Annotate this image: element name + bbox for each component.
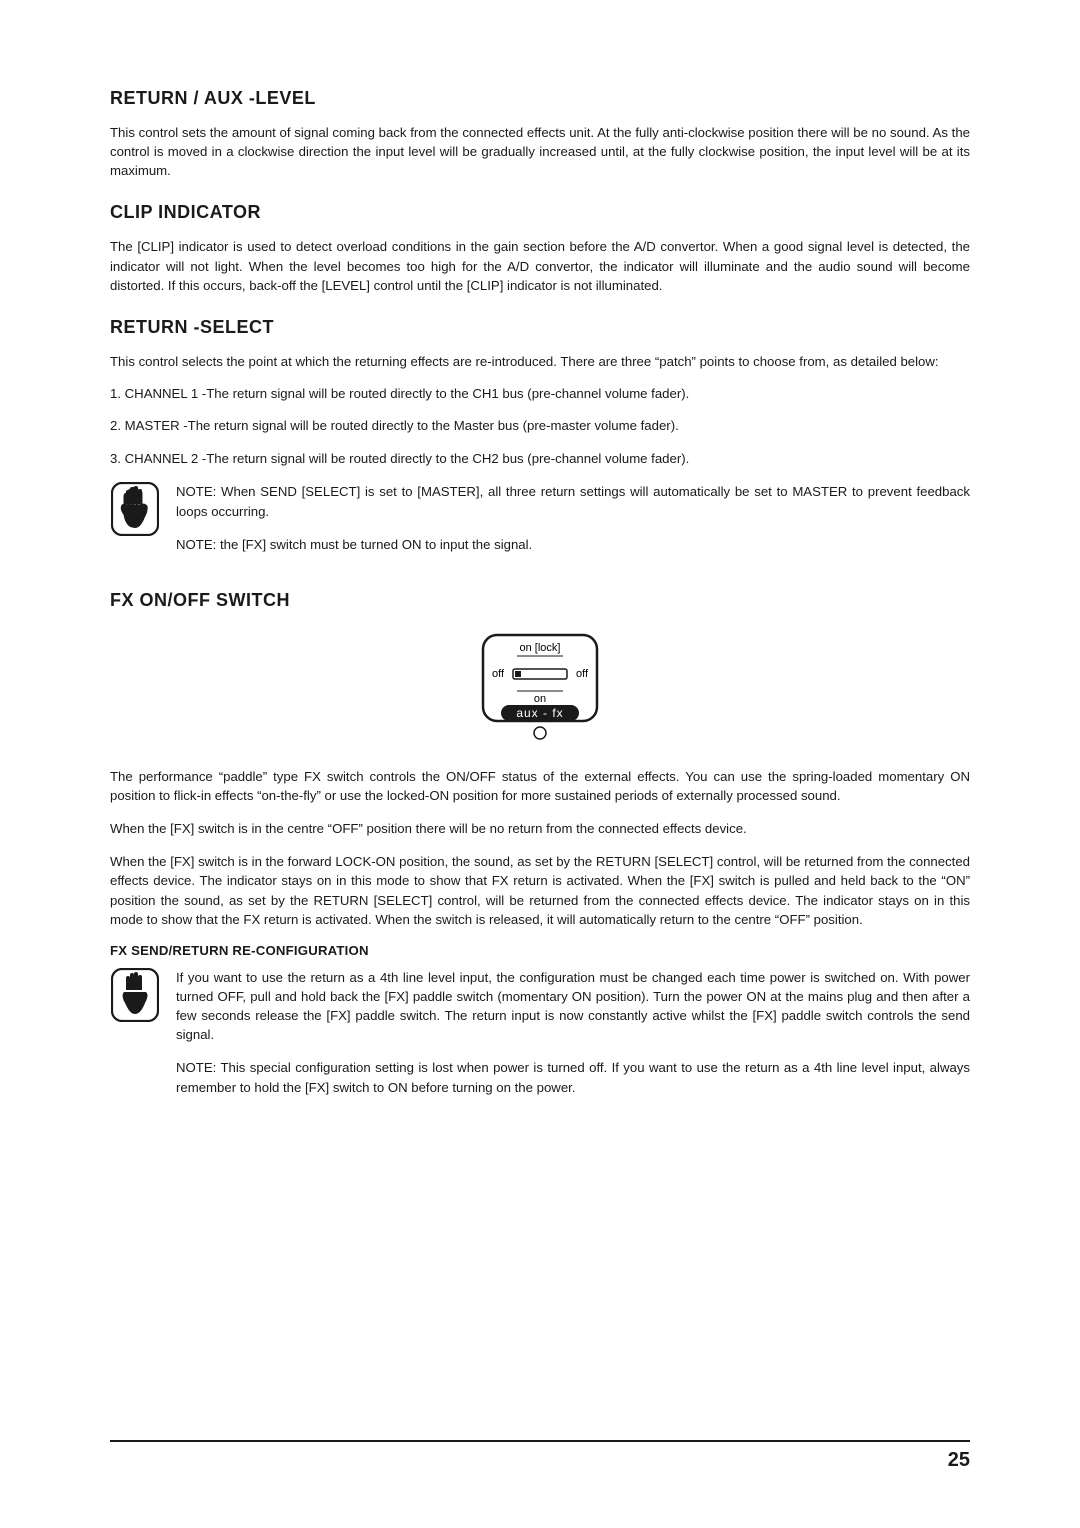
- hand-stop-icon: [111, 482, 159, 536]
- page-number: 25: [948, 1449, 970, 1472]
- note-text: NOTE: When SEND [SELECT] is set to [MAST…: [176, 482, 970, 520]
- note-text: NOTE: This special configuration setting…: [176, 1058, 970, 1096]
- diagram-label-left: off: [492, 668, 505, 680]
- paragraph: The performance “paddle” type FX switch …: [110, 767, 970, 805]
- diagram-label-bottom: on: [534, 693, 546, 705]
- heading-fx-switch: FX ON/OFF SWITCH: [110, 590, 970, 611]
- heading-return-aux-level: RETURN / AUX -LEVEL: [110, 88, 970, 109]
- paragraph: The [CLIP] indicator is used to detect o…: [110, 237, 970, 294]
- note-block: NOTE: When SEND [SELECT] is set to [MAST…: [110, 482, 970, 567]
- paragraph: When the [FX] switch is in the centre “O…: [110, 819, 970, 838]
- note-text: NOTE: the [FX] switch must be turned ON …: [176, 535, 970, 554]
- diagram-label-right: off: [576, 668, 589, 680]
- heading-return-select: RETURN -SELECT: [110, 317, 970, 338]
- list-item: 3. CHANNEL 2 -The return signal will be …: [110, 450, 970, 468]
- paragraph: This control sets the amount of signal c…: [110, 123, 970, 180]
- subheading-fx-reconfig: FX SEND/RETURN RE-CONFIGURATION: [110, 943, 970, 958]
- hand-stop-icon: [111, 968, 159, 1022]
- paragraph: When the [FX] switch is in the forward L…: [110, 852, 970, 929]
- fx-switch-diagram: on [lock] off off on aux - fx: [110, 629, 970, 749]
- note-text: If you want to use the return as a 4th l…: [176, 968, 970, 1045]
- diagram-label-top: on [lock]: [520, 642, 561, 654]
- horizontal-rule: [110, 1440, 970, 1442]
- heading-clip-indicator: CLIP INDICATOR: [110, 202, 970, 223]
- list-item: 2. MASTER -The return signal will be rou…: [110, 417, 970, 435]
- note-block: If you want to use the return as a 4th l…: [110, 968, 970, 1111]
- diagram-label-auxfx: aux - fx: [516, 706, 563, 720]
- list-item: 1. CHANNEL 1 -The return signal will be …: [110, 385, 970, 403]
- paragraph: This control selects the point at which …: [110, 352, 970, 371]
